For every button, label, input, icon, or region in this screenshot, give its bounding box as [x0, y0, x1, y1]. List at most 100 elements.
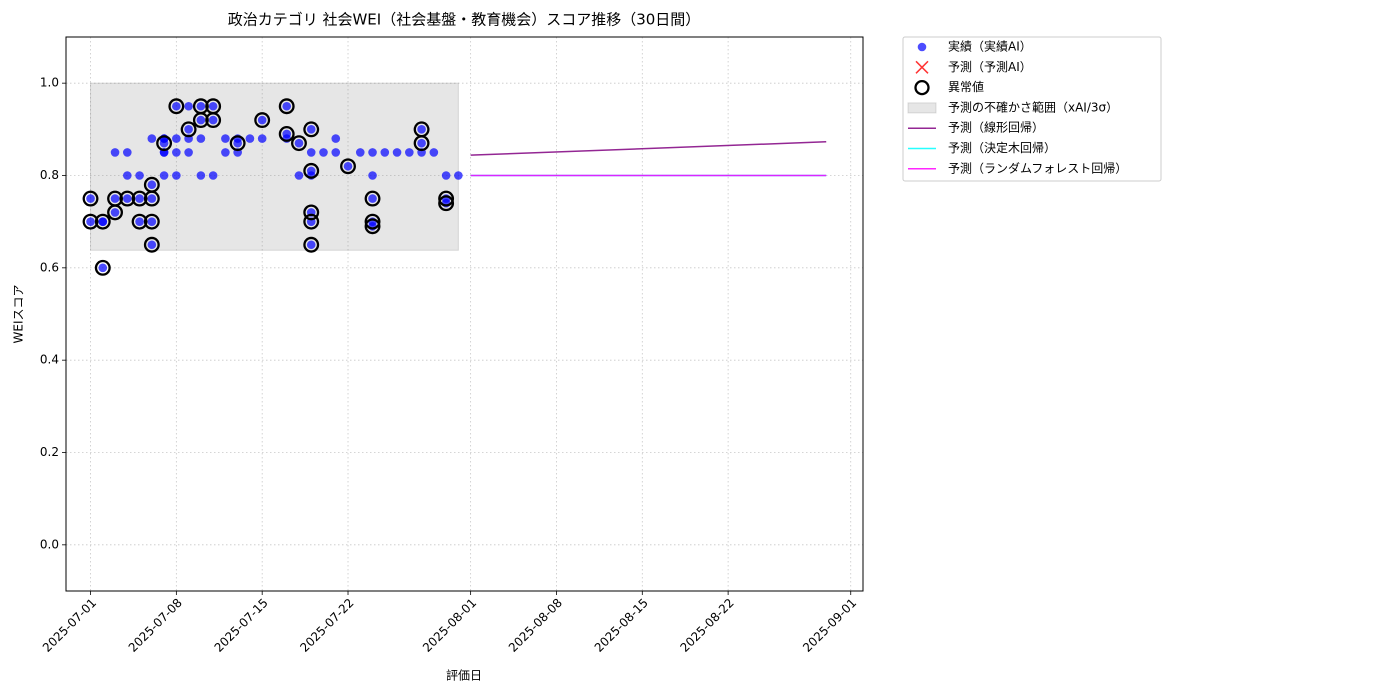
actual-point: [368, 171, 377, 180]
anomaly-point: [168, 98, 185, 115]
anomaly-point: [413, 135, 430, 152]
anomaly-point: [192, 98, 209, 115]
legend-label: 異常値: [948, 79, 984, 94]
actual-point: [98, 217, 108, 226]
anomaly-point: [156, 135, 173, 152]
actual-point: [196, 115, 206, 125]
actual-point: [110, 208, 120, 217]
anomaly-point: [82, 213, 99, 230]
actual-point: [380, 148, 390, 157]
actual-point: [245, 134, 255, 143]
actual-point: [368, 148, 377, 157]
actual-point: [123, 148, 132, 157]
actual-point: [208, 101, 218, 111]
actual-point: [331, 148, 341, 157]
anomaly-point: [143, 176, 160, 193]
actual-point: [172, 134, 181, 143]
y-tick-label: 0.8: [40, 168, 59, 182]
x-tick-label: 2025-08-08: [506, 596, 565, 655]
actual-point: [196, 134, 206, 143]
anomaly-point: [254, 112, 271, 129]
actual-point: [172, 171, 181, 180]
actual-point: [147, 180, 157, 190]
x-axis-label: 評価日: [446, 668, 482, 683]
x-tick-label: 2025-08-15: [592, 596, 651, 655]
legend-label: 予測（線形回帰）: [948, 120, 1044, 135]
anomaly-point: [119, 190, 136, 207]
legend-label: 予測（決定木回帰）: [948, 140, 1056, 155]
actual-point: [417, 138, 426, 148]
x-tick-label: 2025-07-22: [297, 596, 356, 655]
actual-point: [392, 148, 402, 157]
y-axis-label: WEIスコア: [12, 285, 26, 344]
actual-point: [135, 217, 144, 226]
anomaly-point: [205, 112, 222, 129]
y-tick-label: 0.0: [40, 537, 59, 551]
actual-point: [343, 161, 353, 171]
actual-point: [257, 115, 267, 125]
actual-point: [441, 171, 451, 180]
actual-point: [123, 194, 132, 203]
actual-point: [257, 134, 267, 143]
actual-point: [196, 171, 206, 180]
actual-point: [147, 217, 157, 226]
x-tick-label: 2025-07-01: [40, 596, 99, 655]
y-tick-label: 1.0: [40, 76, 59, 90]
anomaly-point: [303, 213, 320, 230]
anomaly-point: [94, 259, 111, 276]
anomaly-point: [303, 204, 320, 221]
anomaly-point: [180, 121, 197, 138]
actual-point: [147, 134, 157, 143]
x-tick-label: 2025-08-01: [420, 596, 479, 655]
actual-point: [110, 148, 120, 157]
actual-point: [172, 148, 181, 157]
actual-point: [86, 194, 95, 203]
legend-label: 予測（予測AI）: [948, 60, 1032, 74]
x-tick-label: 2025-07-08: [126, 596, 185, 655]
legend-marker: [907, 102, 937, 114]
actual-point: [123, 171, 132, 180]
x-tick-label: 2025-07-15: [212, 596, 271, 655]
chart-title: 政治カテゴリ 社会WEI（社会基盤・教育機会）スコア推移（30日間）: [228, 11, 701, 29]
actual-point: [294, 171, 304, 180]
actual-point: [233, 138, 242, 148]
actual-point: [98, 263, 108, 273]
actual-point: [319, 148, 328, 157]
actual-point: [282, 101, 292, 111]
legend-label: 予測の不確かさ範囲（xAI/3σ）: [948, 99, 1118, 114]
y-tick-label: 0.6: [40, 260, 59, 274]
actual-point: [86, 217, 95, 226]
actual-point: [306, 240, 316, 250]
anomaly-point: [364, 190, 381, 207]
legend-label: 実績（実績AI）: [948, 39, 1032, 54]
actual-point: [110, 194, 120, 203]
actual-point: [196, 101, 206, 111]
actual-point: [282, 129, 292, 139]
actual-point: [208, 115, 218, 125]
anomaly-point: [438, 190, 455, 207]
anomaly-point: [291, 135, 307, 152]
actual-point: [184, 125, 193, 134]
legend-marker: [914, 79, 930, 96]
actual-point: [135, 194, 144, 203]
actual-point: [417, 125, 426, 134]
actual-point: [147, 194, 157, 203]
y-tick-label: 0.4: [40, 353, 59, 367]
anomaly-point: [303, 236, 320, 253]
actual-point: [429, 148, 439, 157]
plot-frame: [65, 36, 864, 592]
anomaly-point: [340, 158, 356, 175]
anomaly-point: [94, 213, 111, 230]
legend-label: 予測（ランダムフォレスト回帰）: [948, 160, 1127, 175]
actual-point: [306, 148, 316, 157]
actual-point: [208, 171, 218, 180]
anomaly-point: [131, 190, 148, 207]
actual-point: [221, 134, 230, 143]
anomaly-point: [438, 195, 455, 212]
forecast-line: [470, 141, 827, 156]
y-tick-label: 0.2: [40, 445, 59, 459]
actual-point: [294, 138, 304, 148]
actual-point: [221, 148, 230, 157]
actual-point: [454, 171, 463, 180]
